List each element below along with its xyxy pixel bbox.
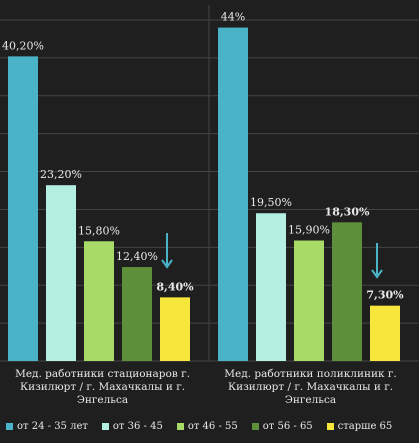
bar: [122, 267, 152, 361]
legend-swatch: [101, 423, 109, 430]
category-label-hospitals: Мед. работники стационаров г. Кизилюрт /…: [15, 368, 190, 406]
category-label-clinics: Мед. работники поликлиник г. Кизилюрт / …: [224, 368, 397, 406]
data-label: 44%: [221, 11, 245, 24]
bar: [160, 297, 190, 361]
chart-plot-area: 40,20% 44% 23,20% 19,50% 15,80% 15,90% 12,40% 1…: [0, 5, 419, 362]
chart-legend: от 24 - 35 лет от 36 - 45 от 46 - 55 от …: [6, 421, 419, 432]
legend-swatch: [6, 423, 13, 430]
legend-swatch: [326, 423, 334, 430]
legend-item-24-35: от 24 - 35 лет: [6, 421, 88, 432]
bar: [332, 222, 362, 361]
data-label: 18,30%: [325, 205, 370, 218]
legend-label: от 24 - 35 лет: [17, 421, 88, 432]
bar: [256, 213, 286, 361]
data-label: 8,40%: [156, 280, 194, 293]
legend-label: старше 65: [337, 421, 393, 432]
bar: [294, 240, 324, 361]
bar: [8, 56, 38, 362]
down-arrow-icon: [371, 269, 383, 279]
legend-label: от 46 - 55: [187, 421, 238, 432]
legend-label: от 56 - 65: [262, 421, 313, 432]
data-label: 15,80%: [78, 224, 120, 237]
down-arrow-icon: [161, 259, 173, 269]
data-label: 15,90%: [288, 224, 330, 237]
legend-item-46-55: от 46 - 55: [176, 421, 238, 432]
legend-swatch: [251, 423, 259, 430]
data-label: 23,20%: [40, 168, 82, 181]
data-label: 40,20%: [2, 39, 44, 52]
legend-item-36-45: от 36 - 45: [101, 421, 163, 432]
bar: [84, 241, 114, 361]
data-label: 7,30%: [366, 289, 404, 302]
data-label: 12,40%: [116, 250, 158, 263]
bar: [46, 185, 76, 361]
legend-item-over-65: старше 65: [326, 421, 393, 432]
data-label: 19,50%: [250, 196, 292, 209]
legend-item-56-65: от 56 - 65: [251, 421, 313, 432]
bar: [370, 305, 400, 361]
bar: [218, 27, 248, 361]
legend-label: от 36 - 45: [112, 421, 163, 432]
legend-swatch: [176, 423, 184, 430]
